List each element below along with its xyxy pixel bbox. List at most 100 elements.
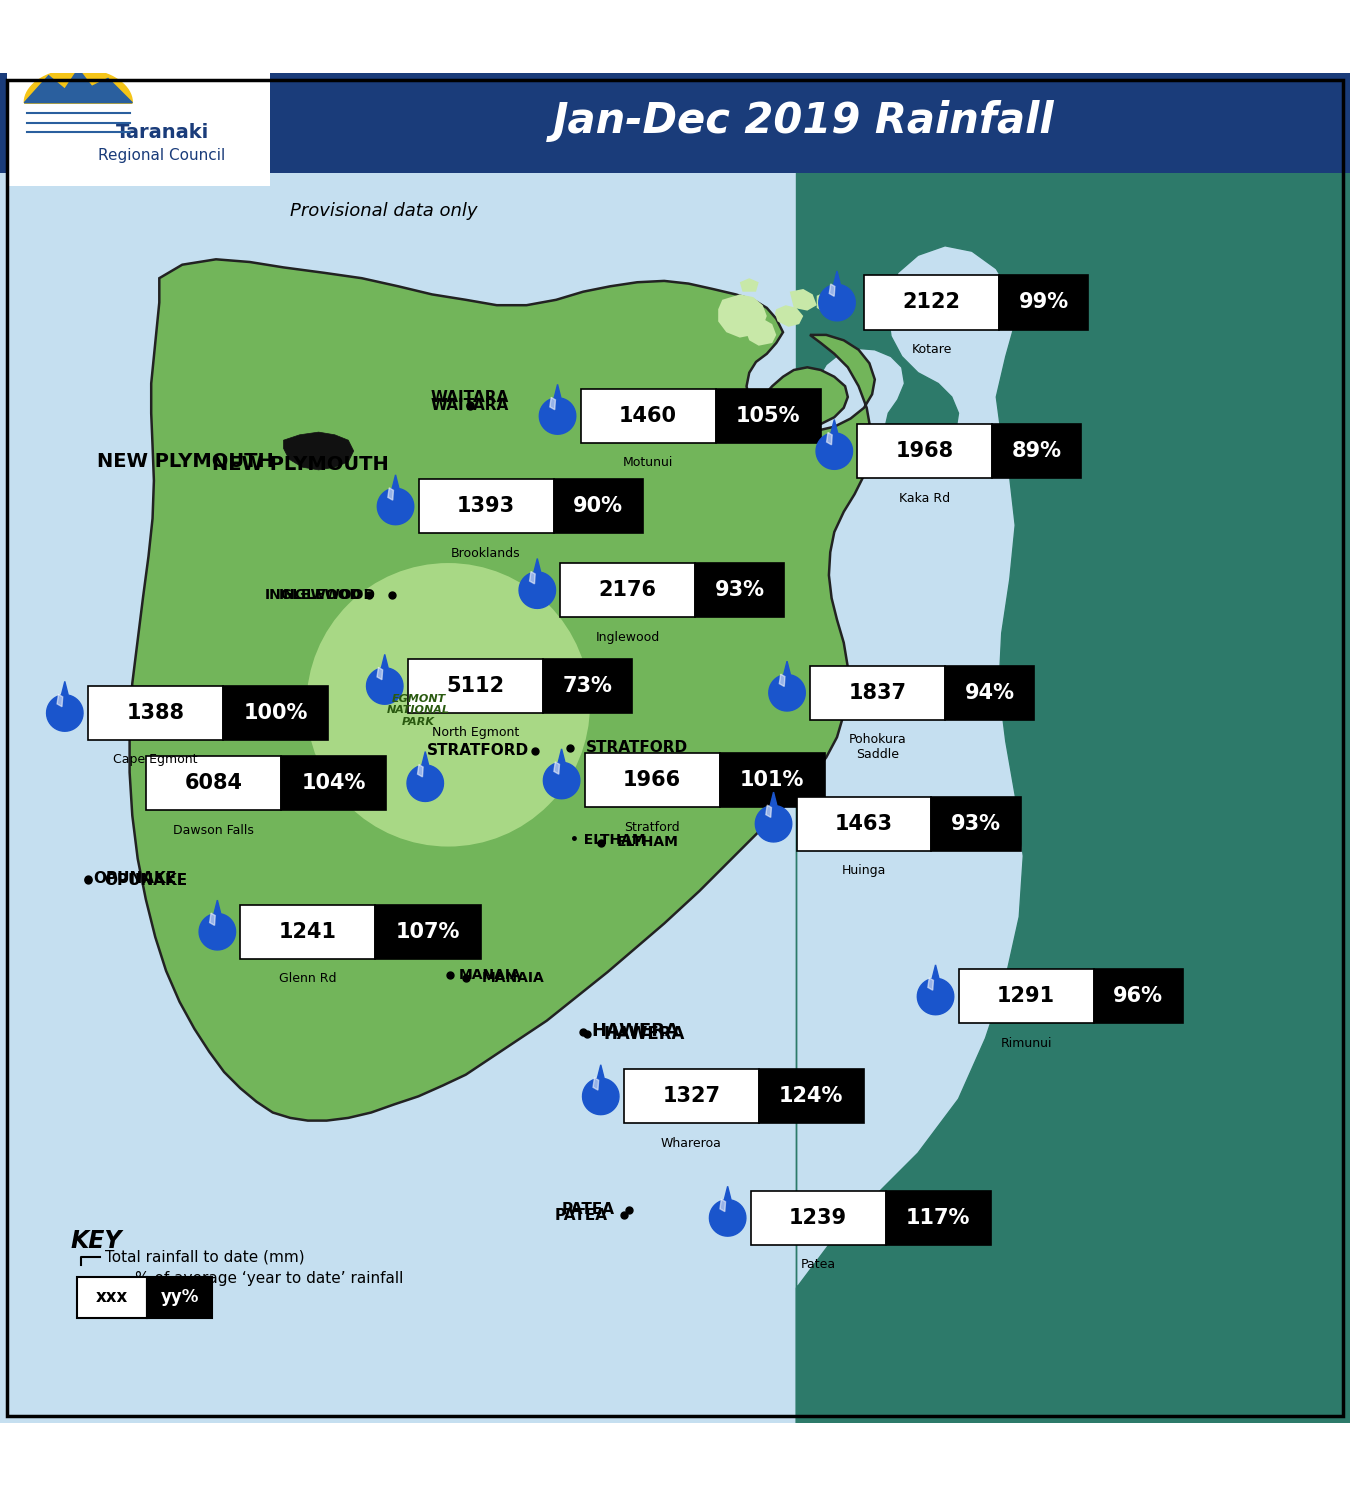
Text: 2176: 2176 [599,580,656,600]
Polygon shape [718,295,767,338]
FancyBboxPatch shape [857,423,992,479]
Polygon shape [46,681,84,732]
Text: Total rainfall to date (mm): Total rainfall to date (mm) [105,1249,305,1264]
FancyBboxPatch shape [1094,969,1183,1023]
Text: OPUNAKE: OPUNAKE [104,872,188,887]
Text: NEW PLYMOUTH: NEW PLYMOUTH [97,452,274,471]
Text: 1837: 1837 [849,682,906,703]
FancyBboxPatch shape [418,479,554,534]
Polygon shape [818,271,856,320]
Polygon shape [529,571,535,583]
Text: 90%: 90% [572,497,624,516]
FancyBboxPatch shape [759,1070,864,1123]
Text: STRATFORD: STRATFORD [586,741,688,755]
Text: North Egmont: North Egmont [432,727,518,739]
Polygon shape [927,978,933,990]
Bar [0,73,1350,174]
Text: KEY: KEY [70,1228,122,1252]
Polygon shape [796,73,1350,1423]
Polygon shape [57,694,62,706]
Text: 101%: 101% [740,770,805,790]
Text: 96%: 96% [1112,986,1164,1007]
Text: 93%: 93% [950,814,1002,833]
Text: 94%: 94% [964,682,1015,703]
Text: Jan-Dec 2019 Rainfall: Jan-Dec 2019 Rainfall [552,100,1054,142]
Text: PATEA: PATEA [555,1207,608,1222]
FancyBboxPatch shape [716,389,821,443]
Text: 5112: 5112 [446,676,505,696]
Text: xxx: xxx [96,1288,128,1306]
Text: Taranaki: Taranaki [115,123,209,142]
FancyBboxPatch shape [88,685,223,741]
Polygon shape [817,292,834,313]
Polygon shape [209,913,215,926]
FancyBboxPatch shape [931,796,1021,851]
Text: yy%: yy% [161,1288,198,1306]
Text: 1463: 1463 [836,814,892,833]
Text: 73%: 73% [563,676,612,696]
Text: 124%: 124% [779,1086,844,1107]
Polygon shape [720,1200,725,1212]
Polygon shape [539,384,576,434]
FancyBboxPatch shape [999,275,1088,329]
Text: 93%: 93% [714,580,765,600]
Text: Glenn Rd: Glenn Rd [279,972,336,984]
Text: Pohokura
Saddle: Pohokura Saddle [849,733,906,761]
Polygon shape [779,675,784,687]
FancyBboxPatch shape [146,755,281,811]
Polygon shape [582,1065,620,1115]
Polygon shape [198,901,236,950]
Polygon shape [554,761,559,775]
Polygon shape [417,764,423,776]
FancyBboxPatch shape [751,1191,886,1245]
FancyBboxPatch shape [240,905,375,959]
Text: 99%: 99% [1018,293,1069,313]
Text: Motunui: Motunui [622,456,674,470]
Text: Dawson Falls: Dawson Falls [173,824,254,836]
Text: HAWERA: HAWERA [591,1022,679,1041]
Polygon shape [709,1186,747,1236]
Text: Provisional data only: Provisional data only [290,202,478,220]
Text: Brooklands: Brooklands [451,548,521,560]
Polygon shape [549,398,555,410]
Text: 1393: 1393 [456,497,516,516]
Text: 1327: 1327 [663,1086,720,1107]
FancyBboxPatch shape [408,658,543,714]
FancyBboxPatch shape [624,1070,759,1123]
FancyBboxPatch shape [223,685,328,741]
FancyBboxPatch shape [77,1278,147,1318]
FancyBboxPatch shape [864,275,999,329]
Text: 2122: 2122 [903,293,960,313]
Text: Inglewood: Inglewood [595,630,660,643]
Text: OPUNAKE: OPUNAKE [93,872,177,887]
Text: MANAIA: MANAIA [459,968,521,981]
Text: NEW PLYMOUTH: NEW PLYMOUTH [212,455,389,474]
Text: MANAIA: MANAIA [482,971,544,984]
Text: 1968: 1968 [895,441,954,461]
Text: % of average ‘year to date’ rainfall: % of average ‘year to date’ rainfall [135,1272,404,1287]
Text: Whareroa: Whareroa [660,1137,722,1150]
Polygon shape [755,791,792,842]
Text: 1239: 1239 [788,1207,848,1228]
Text: 107%: 107% [396,922,460,941]
Text: Cape Egmont: Cape Egmont [113,754,197,766]
Text: 1966: 1966 [622,770,682,790]
Text: 1241: 1241 [279,922,336,941]
FancyBboxPatch shape [958,969,1094,1023]
FancyBboxPatch shape [720,754,825,808]
Text: Kotare: Kotare [911,343,952,356]
Text: 1388: 1388 [127,703,184,723]
Text: EGMONT
NATIONAL
PARK: EGMONT NATIONAL PARK [387,694,450,727]
Circle shape [306,562,590,847]
FancyBboxPatch shape [992,423,1081,479]
Text: INGLEWOOD: INGLEWOOD [278,588,375,603]
FancyBboxPatch shape [147,1278,212,1318]
Polygon shape [406,751,444,802]
Polygon shape [745,319,776,346]
Polygon shape [815,419,853,470]
Text: 1291: 1291 [996,986,1056,1007]
Text: 104%: 104% [301,773,366,793]
FancyBboxPatch shape [580,389,716,443]
Polygon shape [826,432,832,444]
FancyBboxPatch shape [810,666,945,720]
